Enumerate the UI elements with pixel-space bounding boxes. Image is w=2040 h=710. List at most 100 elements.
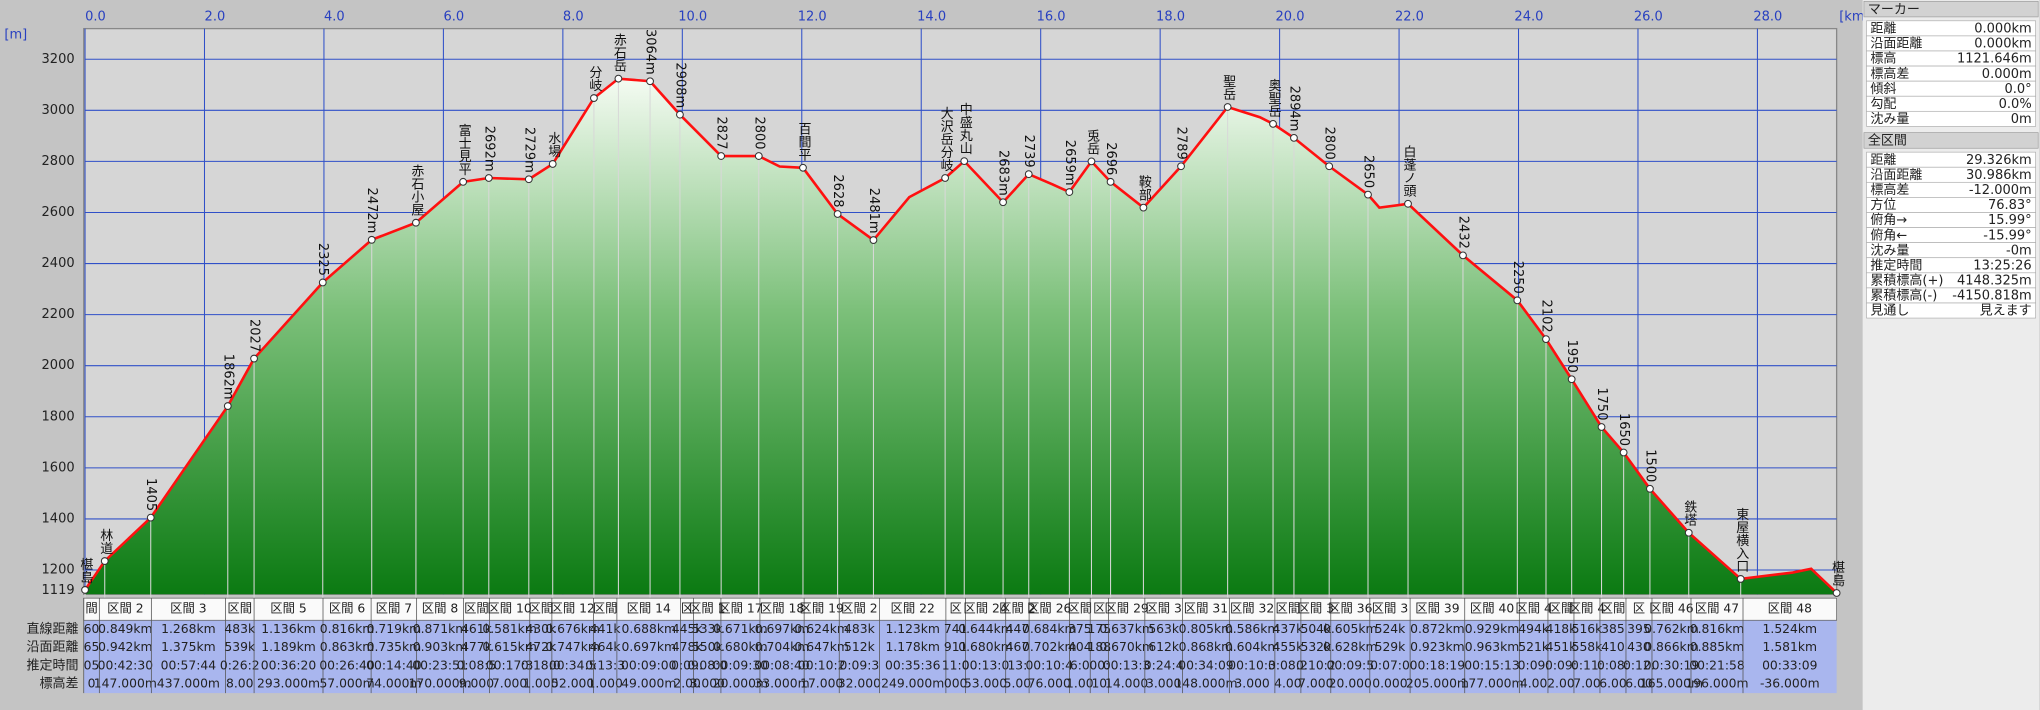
section-value: 0:12: [1623,658,1655,672]
section-value: 4.00 [1274,676,1302,690]
waypoint-label: 水場 [545,131,561,157]
y-tick-label: 1600 [42,460,75,475]
panel-value: 0.0° [2004,82,2031,97]
y-tick-label: 1119 [42,583,75,598]
waypoint-label: 2481m [866,188,881,234]
section-value: 1.123km [885,622,940,636]
waypoint-label: 聖岳 [1220,75,1236,101]
section-value: 0.816km [320,622,375,636]
section-value: 0.624km [794,622,849,636]
section-value: 2.00 [673,676,701,690]
waypoint-marker [1404,199,1412,208]
section-value: 0.863km [320,640,375,654]
waypoint-marker [799,163,807,172]
waypoint-label: 中盛丸山 [957,103,973,155]
waypoint-label: 1405 [143,478,158,511]
section-value: 49.000m [621,676,676,690]
panel-title: マーカー [1868,2,1920,17]
waypoint-label: 分岐 [586,66,602,92]
section-value: 0.719km [367,622,422,636]
waypoint-marker [1619,448,1628,457]
waypoint-marker [1325,162,1334,171]
waypoint-marker [676,110,684,119]
section-value: 447 [1006,622,1030,636]
section-value: 76.000 [1028,676,1071,690]
panel-value: 29.326km [1966,153,2032,168]
section-value: 20.000m [713,676,768,690]
section-value: 504k [1300,622,1332,636]
waypoint-label: 2789 [1174,127,1189,160]
section-value: 74.000m [366,676,421,690]
y-tick-label: 1800 [42,409,75,424]
section-name: 区間 24 [963,602,1007,616]
waypoint-marker [1106,177,1115,186]
section-value: 521k [1518,640,1550,654]
waypoint-marker [524,175,533,184]
section-value: 0.762km [1644,622,1699,636]
section-value: 404 [1068,640,1092,654]
panel-label: 沈み量 [1870,112,1909,127]
section-value: 445k [672,622,704,636]
section-value: 0:26:2 [220,658,260,672]
waypoint-marker [717,152,726,160]
section-name: 区間 47 [1695,602,1739,616]
section-table-body [83,620,1837,694]
section-value: 00:36:20 [261,658,317,672]
section-value: 57.000m [319,676,374,690]
waypoint-label: 2102 [1538,300,1553,333]
section-value: 0.644km [958,622,1013,636]
x-tick-label: 8.0 [563,9,584,24]
waypoint-marker [869,236,878,244]
waypoint-label: 2894m [1286,86,1301,132]
section-name: 間 [85,602,97,616]
section-value: 0.670km [1099,640,1154,654]
section-value: 0.586km [1225,622,1280,636]
waypoint-marker [1177,162,1185,171]
waypoint-label: 2739 [1021,135,1036,168]
section-value: 13: [1007,658,1027,672]
waypoint-marker [548,160,557,168]
y-tick-label: 2600 [42,205,75,220]
section-value: 00:13:0 [962,658,1010,672]
section-name: 区間 17 [718,602,762,616]
panel-label: 累積標高(+) [1870,273,1943,289]
section-value: 6.00 [1599,676,1627,690]
panel-label: 傾斜 [1870,82,1896,97]
waypoint-label: 白蓬ノ頭 [1401,145,1417,198]
section-value: 0.637km [1099,622,1154,636]
section-value: 0.604km [1225,640,1280,654]
panel-value: 4148.325m [1957,274,2032,289]
panel-label: 見通し [1870,304,1909,319]
section-value: 00:42:30 [98,658,154,672]
x-tick-label: 22.0 [1395,9,1424,24]
section-name: 区間 3 [1145,602,1181,616]
waypoint-label: 2432 [1455,216,1470,249]
x-tick-label: 14.0 [917,9,946,24]
x-tick-label: 4.0 [324,9,345,24]
section-value: 441k [590,622,622,636]
section-value: 529k [1375,640,1407,654]
y-tick-label: 3000 [42,103,75,118]
section-value: 0:18:0 [521,658,561,672]
row-header: 推定時間 [27,658,79,673]
waypoint-label: 1650 [1616,413,1631,446]
section-value: 1.00 [1066,676,1094,690]
section-value: 550k [692,640,724,654]
panel-value: -15.99° [1983,228,2031,243]
section-name: 区 [681,602,693,616]
section-value: 1.000 [523,676,558,690]
panel-row [1866,110,2036,127]
section-value: 0.581km [482,622,537,636]
waypoint-label: 2696 [1103,142,1118,175]
panel-title: 全区間 [1868,133,1907,149]
waypoint-marker [1087,157,1096,166]
section-name: 区間 [1601,602,1626,616]
waypoint-marker [1646,484,1654,493]
waypoint-marker [1597,423,1606,431]
section-name: 区間 40 [1470,602,1514,616]
section-value: 0.688km [621,622,676,636]
waypoint-marker [1290,134,1298,142]
section-value: 0.903km [413,640,468,654]
panel-row [1866,302,2036,319]
section-value: 0.615km [482,640,537,654]
